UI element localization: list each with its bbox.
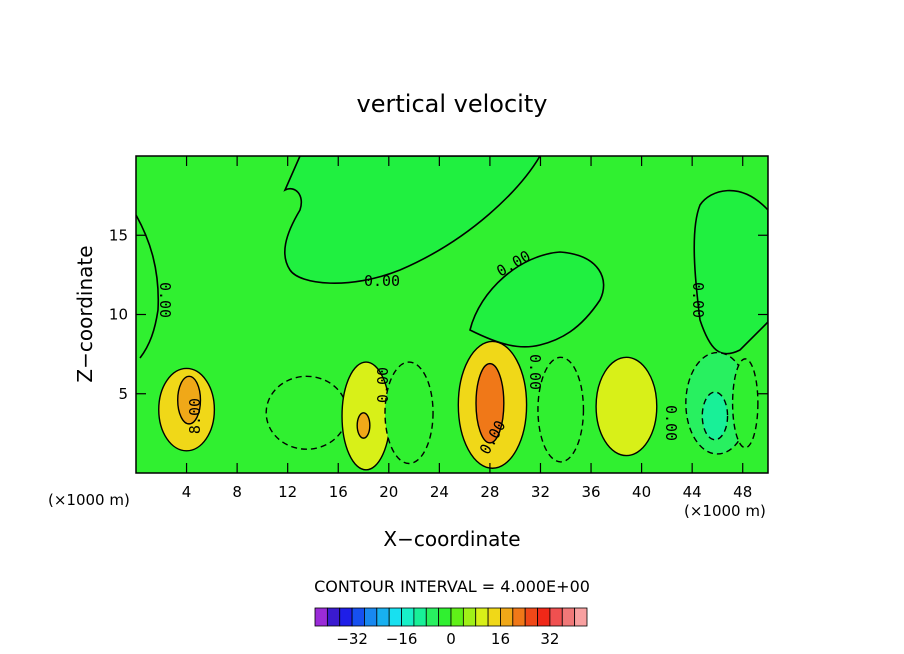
x-tick-label: 16 [329, 483, 348, 501]
colorbar-swatch [475, 607, 489, 627]
x-axis-label: X−coordinate [383, 527, 520, 551]
colorbar-swatch [537, 607, 551, 627]
x-axis: 4 8 12 16 20 24 28 32 36 40 44 48 [182, 156, 752, 501]
negative-cell [701, 391, 729, 441]
positive-cell [475, 362, 505, 444]
colorbar-swatch [339, 607, 353, 627]
contour-label: 0.00 [156, 282, 174, 318]
velocity-field [136, 156, 768, 359]
contour-cells [158, 340, 759, 471]
positive-cell [177, 375, 202, 425]
colorbar-swatch [438, 607, 452, 627]
contour-label: 0.00 [689, 282, 707, 318]
x-tick-label: 28 [480, 483, 499, 501]
colorbar-swatch [561, 607, 576, 627]
colorbar-swatch [314, 607, 328, 627]
positive-cell [595, 356, 658, 457]
colorbar-tick-label: 16 [491, 630, 510, 648]
contour-label: 0.00 [364, 272, 400, 290]
negative-cell [731, 358, 759, 449]
y-tick-label: 5 [118, 385, 128, 403]
x-tick-label: 20 [379, 483, 398, 501]
x-tick-label: 48 [733, 483, 752, 501]
colorbar-tick-label: 32 [540, 630, 559, 648]
colorbar-swatch [462, 607, 477, 627]
colorbar-swatch [413, 607, 427, 627]
right-upper-region [693, 189, 768, 355]
x-tick-label: 36 [581, 483, 600, 501]
y-axis-label: Z−coordinate [73, 245, 97, 382]
colorbar-swatch [450, 607, 464, 627]
colorbar-swatch [401, 607, 415, 627]
x-tick-label: 12 [278, 483, 297, 501]
x-tick-label: 8 [232, 483, 242, 501]
colorbar-swatch [524, 607, 538, 627]
upper-positive-region [283, 156, 541, 284]
negative-cell [265, 375, 348, 450]
y-tick-label: 10 [109, 306, 128, 324]
contour-label: 0.00 [662, 405, 680, 441]
contour-labels: 0.00 0.00 0.00 0.00 0.00 0.00 0.00 8.00 … [156, 247, 707, 458]
contour-label: 0.00 [374, 367, 392, 403]
center-upper-region [469, 251, 605, 348]
x-tick-label: 40 [632, 483, 651, 501]
colorbar-swatch [364, 607, 378, 627]
colorbar-swatch [388, 607, 402, 627]
colorbar-swatch [351, 607, 365, 627]
x-unit-left: (×1000 m) [48, 491, 130, 509]
x-tick-label: 32 [531, 483, 550, 501]
negative-cell [537, 356, 585, 463]
colorbar-swatch [574, 607, 588, 627]
positive-cell [356, 412, 371, 439]
colorbar-swatch [326, 607, 341, 627]
colorbar: −32 −16 0 16 32 [314, 607, 588, 648]
colorbar-swatch [487, 607, 501, 627]
colorbar-swatch [500, 607, 514, 627]
colorbar-swatch [376, 607, 390, 627]
contour-label: 0.00 [526, 354, 544, 390]
contour-interval-label: CONTOUR INTERVAL = 4.000E+00 [314, 577, 590, 596]
chart-title: vertical velocity [357, 90, 548, 118]
x-tick-label: 24 [430, 483, 449, 501]
colorbar-swatch [425, 607, 440, 627]
x-unit-right: (×1000 m) [684, 502, 766, 520]
colorbar-swatch [512, 607, 526, 627]
colorbar-tick-label: −32 [336, 630, 368, 648]
contour-label: 8.00 [186, 398, 204, 434]
y-axis: 5 10 15 [109, 226, 768, 403]
colorbar-swatch [549, 607, 563, 627]
y-tick-label: 15 [109, 226, 128, 244]
colorbar-tick-label: 0 [446, 630, 456, 648]
x-tick-label: 4 [182, 483, 192, 501]
colorbar-tick-label: −16 [386, 630, 418, 648]
x-tick-label: 44 [683, 483, 702, 501]
negative-cell [384, 361, 434, 465]
